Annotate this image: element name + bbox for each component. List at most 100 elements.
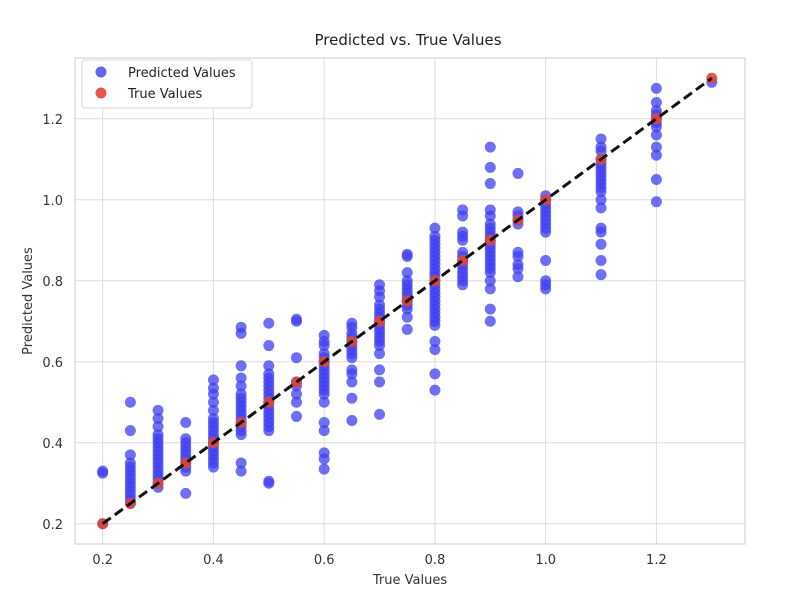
- predicted-point: [263, 360, 275, 372]
- predicted-point: [484, 141, 496, 153]
- x-tick-label: 0.8: [425, 553, 446, 568]
- predicted-point: [401, 323, 413, 335]
- predicted-point: [290, 410, 302, 422]
- predicted-point: [346, 392, 358, 404]
- predicted-point: [484, 283, 496, 295]
- predicted-point: [595, 226, 607, 238]
- predicted-point: [595, 269, 607, 281]
- predicted-point: [290, 315, 302, 327]
- predicted-point: [484, 315, 496, 327]
- predicted-point: [235, 327, 247, 339]
- predicted-point: [207, 374, 219, 386]
- predicted-point: [429, 222, 441, 234]
- legend-label-predicted: Predicted Values: [128, 66, 236, 81]
- predicted-point: [374, 364, 386, 376]
- predicted-point: [540, 226, 552, 238]
- x-axis-ticks: 0.2 0.4 0.6 0.8 1.0 1.2: [92, 553, 666, 568]
- y-axis-ticks: 0.2 0.4 0.6 0.8 1.0 1.2: [42, 113, 63, 533]
- predicted-point: [263, 317, 275, 329]
- predicted-point: [152, 412, 164, 424]
- predicted-point: [346, 352, 358, 364]
- predicted-point: [263, 477, 275, 489]
- predicted-point: [595, 238, 607, 250]
- predicted-point: [595, 145, 607, 157]
- predicted-point: [318, 425, 330, 437]
- predicted-point: [650, 82, 662, 94]
- predicted-point: [290, 388, 302, 400]
- predicted-point: [401, 250, 413, 262]
- predicted-point: [207, 388, 219, 400]
- predicted-point: [512, 271, 524, 283]
- predicted-point: [540, 255, 552, 266]
- predicted-point: [650, 97, 662, 109]
- predicted-point: [650, 141, 662, 153]
- predicted-point: [346, 368, 358, 380]
- predicted-point: [318, 417, 330, 428]
- predicted-point: [457, 210, 469, 222]
- predicted-point: [318, 388, 330, 400]
- predicted-point: [235, 380, 247, 392]
- predicted-point: [595, 186, 607, 198]
- predicted-point: [512, 250, 524, 262]
- x-tick-label: 1.0: [535, 553, 556, 568]
- predicted-point: [457, 234, 469, 246]
- y-tick-label: 0.2: [42, 518, 63, 533]
- y-tick-label: 0.4: [42, 437, 63, 452]
- predicted-point: [650, 149, 662, 161]
- predicted-point: [401, 303, 413, 315]
- predicted-point: [484, 275, 496, 287]
- predicted-point: [512, 263, 524, 275]
- predicted-point: [152, 404, 164, 416]
- chart-title: Predicted vs. True Values: [314, 31, 501, 49]
- predicted-point: [235, 465, 247, 477]
- series-predicted-values: [97, 76, 718, 530]
- predicted-point: [540, 283, 552, 295]
- predicted-point: [374, 348, 386, 360]
- predicted-point: [401, 311, 413, 323]
- y-axis-title: Predicted Values: [21, 247, 36, 355]
- predicted-point: [484, 267, 496, 279]
- y-tick-label: 0.8: [42, 275, 63, 290]
- predicted-point: [429, 368, 441, 380]
- predicted-point: [318, 340, 330, 352]
- predicted-point: [484, 178, 496, 190]
- predicted-point: [429, 384, 441, 396]
- legend-box: [81, 59, 253, 109]
- predicted-point: [374, 340, 386, 352]
- y-tick-label: 1.2: [42, 113, 63, 128]
- x-tick-label: 0.4: [203, 553, 224, 568]
- predicted-point: [484, 303, 496, 315]
- reference-line: [101, 77, 713, 525]
- predicted-point: [97, 467, 109, 479]
- predicted-point: [318, 453, 330, 465]
- predicted-point: [650, 121, 662, 133]
- predicted-point: [484, 210, 496, 222]
- predicted-point: [124, 396, 136, 408]
- predicted-point: [290, 352, 302, 364]
- predicted-point: [124, 425, 136, 437]
- predicted-point: [512, 167, 524, 179]
- predicted-point: [650, 196, 662, 208]
- predicted-point: [180, 465, 192, 477]
- y-tick-label: 1.0: [42, 194, 63, 209]
- predicted-point: [595, 255, 607, 266]
- predicted-point: [429, 319, 441, 331]
- legend: Predicted Values True Values: [81, 59, 253, 109]
- y-tick-label: 0.6: [42, 356, 63, 371]
- predicted-point: [650, 174, 662, 185]
- predicted-point: [346, 414, 358, 426]
- predicted-point: [263, 425, 275, 437]
- predicted-point: [207, 404, 219, 416]
- predicted-point: [429, 344, 441, 356]
- predicted-point: [207, 396, 219, 408]
- predicted-point: [374, 408, 386, 420]
- predicted-point: [235, 429, 247, 441]
- predicted-point: [595, 133, 607, 145]
- predicted-point: [595, 202, 607, 214]
- predicted-point: [484, 161, 496, 173]
- predicted-point: [318, 396, 330, 408]
- predicted-point: [595, 194, 607, 206]
- legend-marker-predicted: [95, 66, 107, 78]
